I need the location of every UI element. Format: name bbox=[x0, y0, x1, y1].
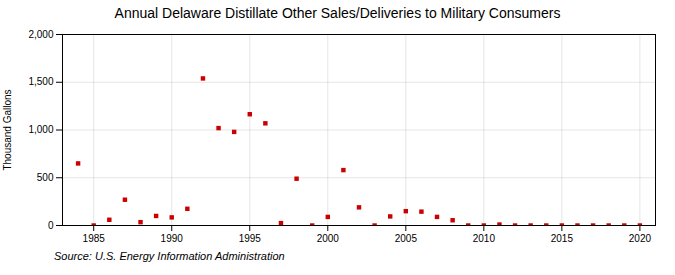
html-text:Source: U.S. Energy Informatio: Source: U.S. Energy Information Administ… bbox=[54, 250, 285, 262]
svg-text:0: 0 bbox=[48, 220, 54, 231]
svg-text:2005: 2005 bbox=[395, 233, 418, 244]
svg-text:1995: 1995 bbox=[239, 233, 262, 244]
svg-text:2015: 2015 bbox=[551, 233, 574, 244]
svg-text:1,000: 1,000 bbox=[28, 124, 53, 135]
svg-text:1985: 1985 bbox=[83, 233, 106, 244]
svg-text:Thousand Gallons: Thousand Gallons bbox=[2, 89, 13, 170]
svg-text:1,500: 1,500 bbox=[28, 76, 53, 87]
html-text:Annual Delaware Distillate Oth: Annual Delaware Distillate Other Sales/D… bbox=[114, 5, 561, 21]
svg-text:2010: 2010 bbox=[473, 233, 496, 244]
svg-text:2020: 2020 bbox=[629, 233, 652, 244]
svg-text:1990: 1990 bbox=[161, 233, 184, 244]
svg-text:2,000: 2,000 bbox=[28, 29, 53, 40]
svg-text:500: 500 bbox=[37, 172, 54, 183]
svg-text:2000: 2000 bbox=[317, 233, 340, 244]
